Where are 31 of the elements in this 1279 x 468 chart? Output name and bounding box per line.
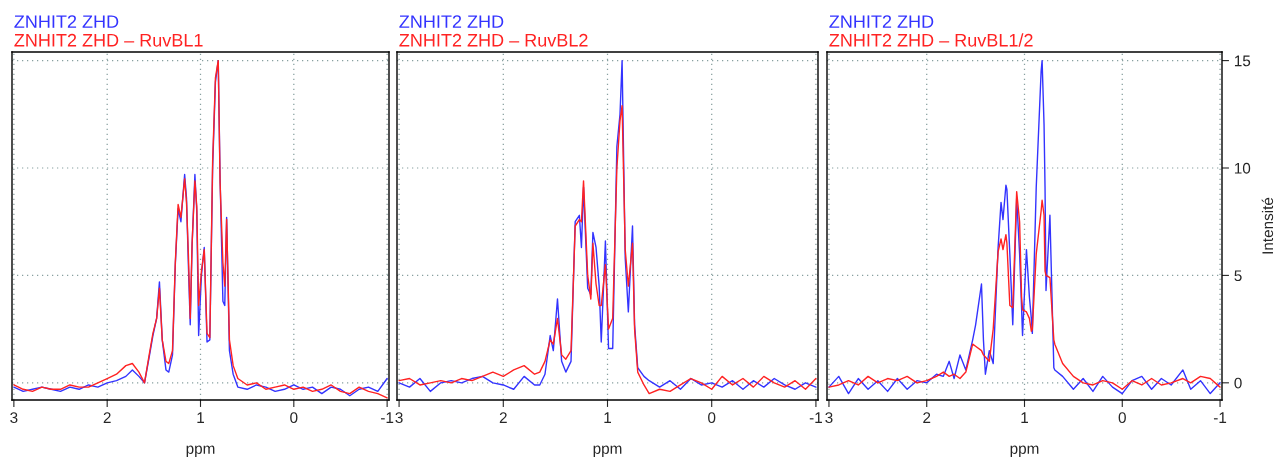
- x-tick-label: 2: [499, 412, 507, 423]
- x-tick-label: 0: [1118, 412, 1126, 424]
- x-tick-label: -1: [809, 412, 822, 423]
- series-label: ZNHIT2 ZHD – RuvBL1: [14, 33, 203, 47]
- text: ZNHIT2 ZHD – RuvBL1/2: [829, 33, 1033, 47]
- y-axis-title: Intensité: [1261, 197, 1274, 254]
- line-series: [828, 59, 1221, 395]
- y-tick-label: 5: [1234, 270, 1242, 282]
- x-tick-label: 3: [10, 412, 18, 424]
- x-tick-label: 1: [1021, 412, 1028, 423]
- x-tick-label: 3: [395, 412, 403, 424]
- y-tick-label: 10: [1234, 162, 1251, 174]
- line-series: [828, 190, 1221, 390]
- x-tick-label: -1: [381, 412, 394, 423]
- text: ZNHIT2 ZHD: [829, 15, 934, 28]
- text: ZNHIT2 ZHD – RuvBL2: [399, 33, 588, 47]
- x-axis-title: ppm: [593, 445, 622, 457]
- x-tick-label: -1: [1213, 412, 1227, 423]
- x-tick-label: 2: [923, 412, 931, 423]
- x-tick-label: 3: [825, 412, 833, 424]
- x-axis-title: ppm: [1010, 445, 1039, 457]
- text: ZNHIT2 ZHD: [399, 15, 504, 28]
- x-tick-label: 0: [290, 412, 298, 424]
- text: ZNHIT2 ZHD: [14, 15, 119, 28]
- y-tick-label: 15: [1234, 55, 1251, 67]
- x-tick-label: 0: [708, 412, 716, 424]
- x-tick-label: 1: [197, 412, 204, 423]
- x-axis-title: ppm: [186, 445, 215, 457]
- x-tick-label: 1: [604, 412, 611, 423]
- x-tick-label: 2: [103, 412, 111, 423]
- y-tick-label: 0: [1234, 377, 1242, 389]
